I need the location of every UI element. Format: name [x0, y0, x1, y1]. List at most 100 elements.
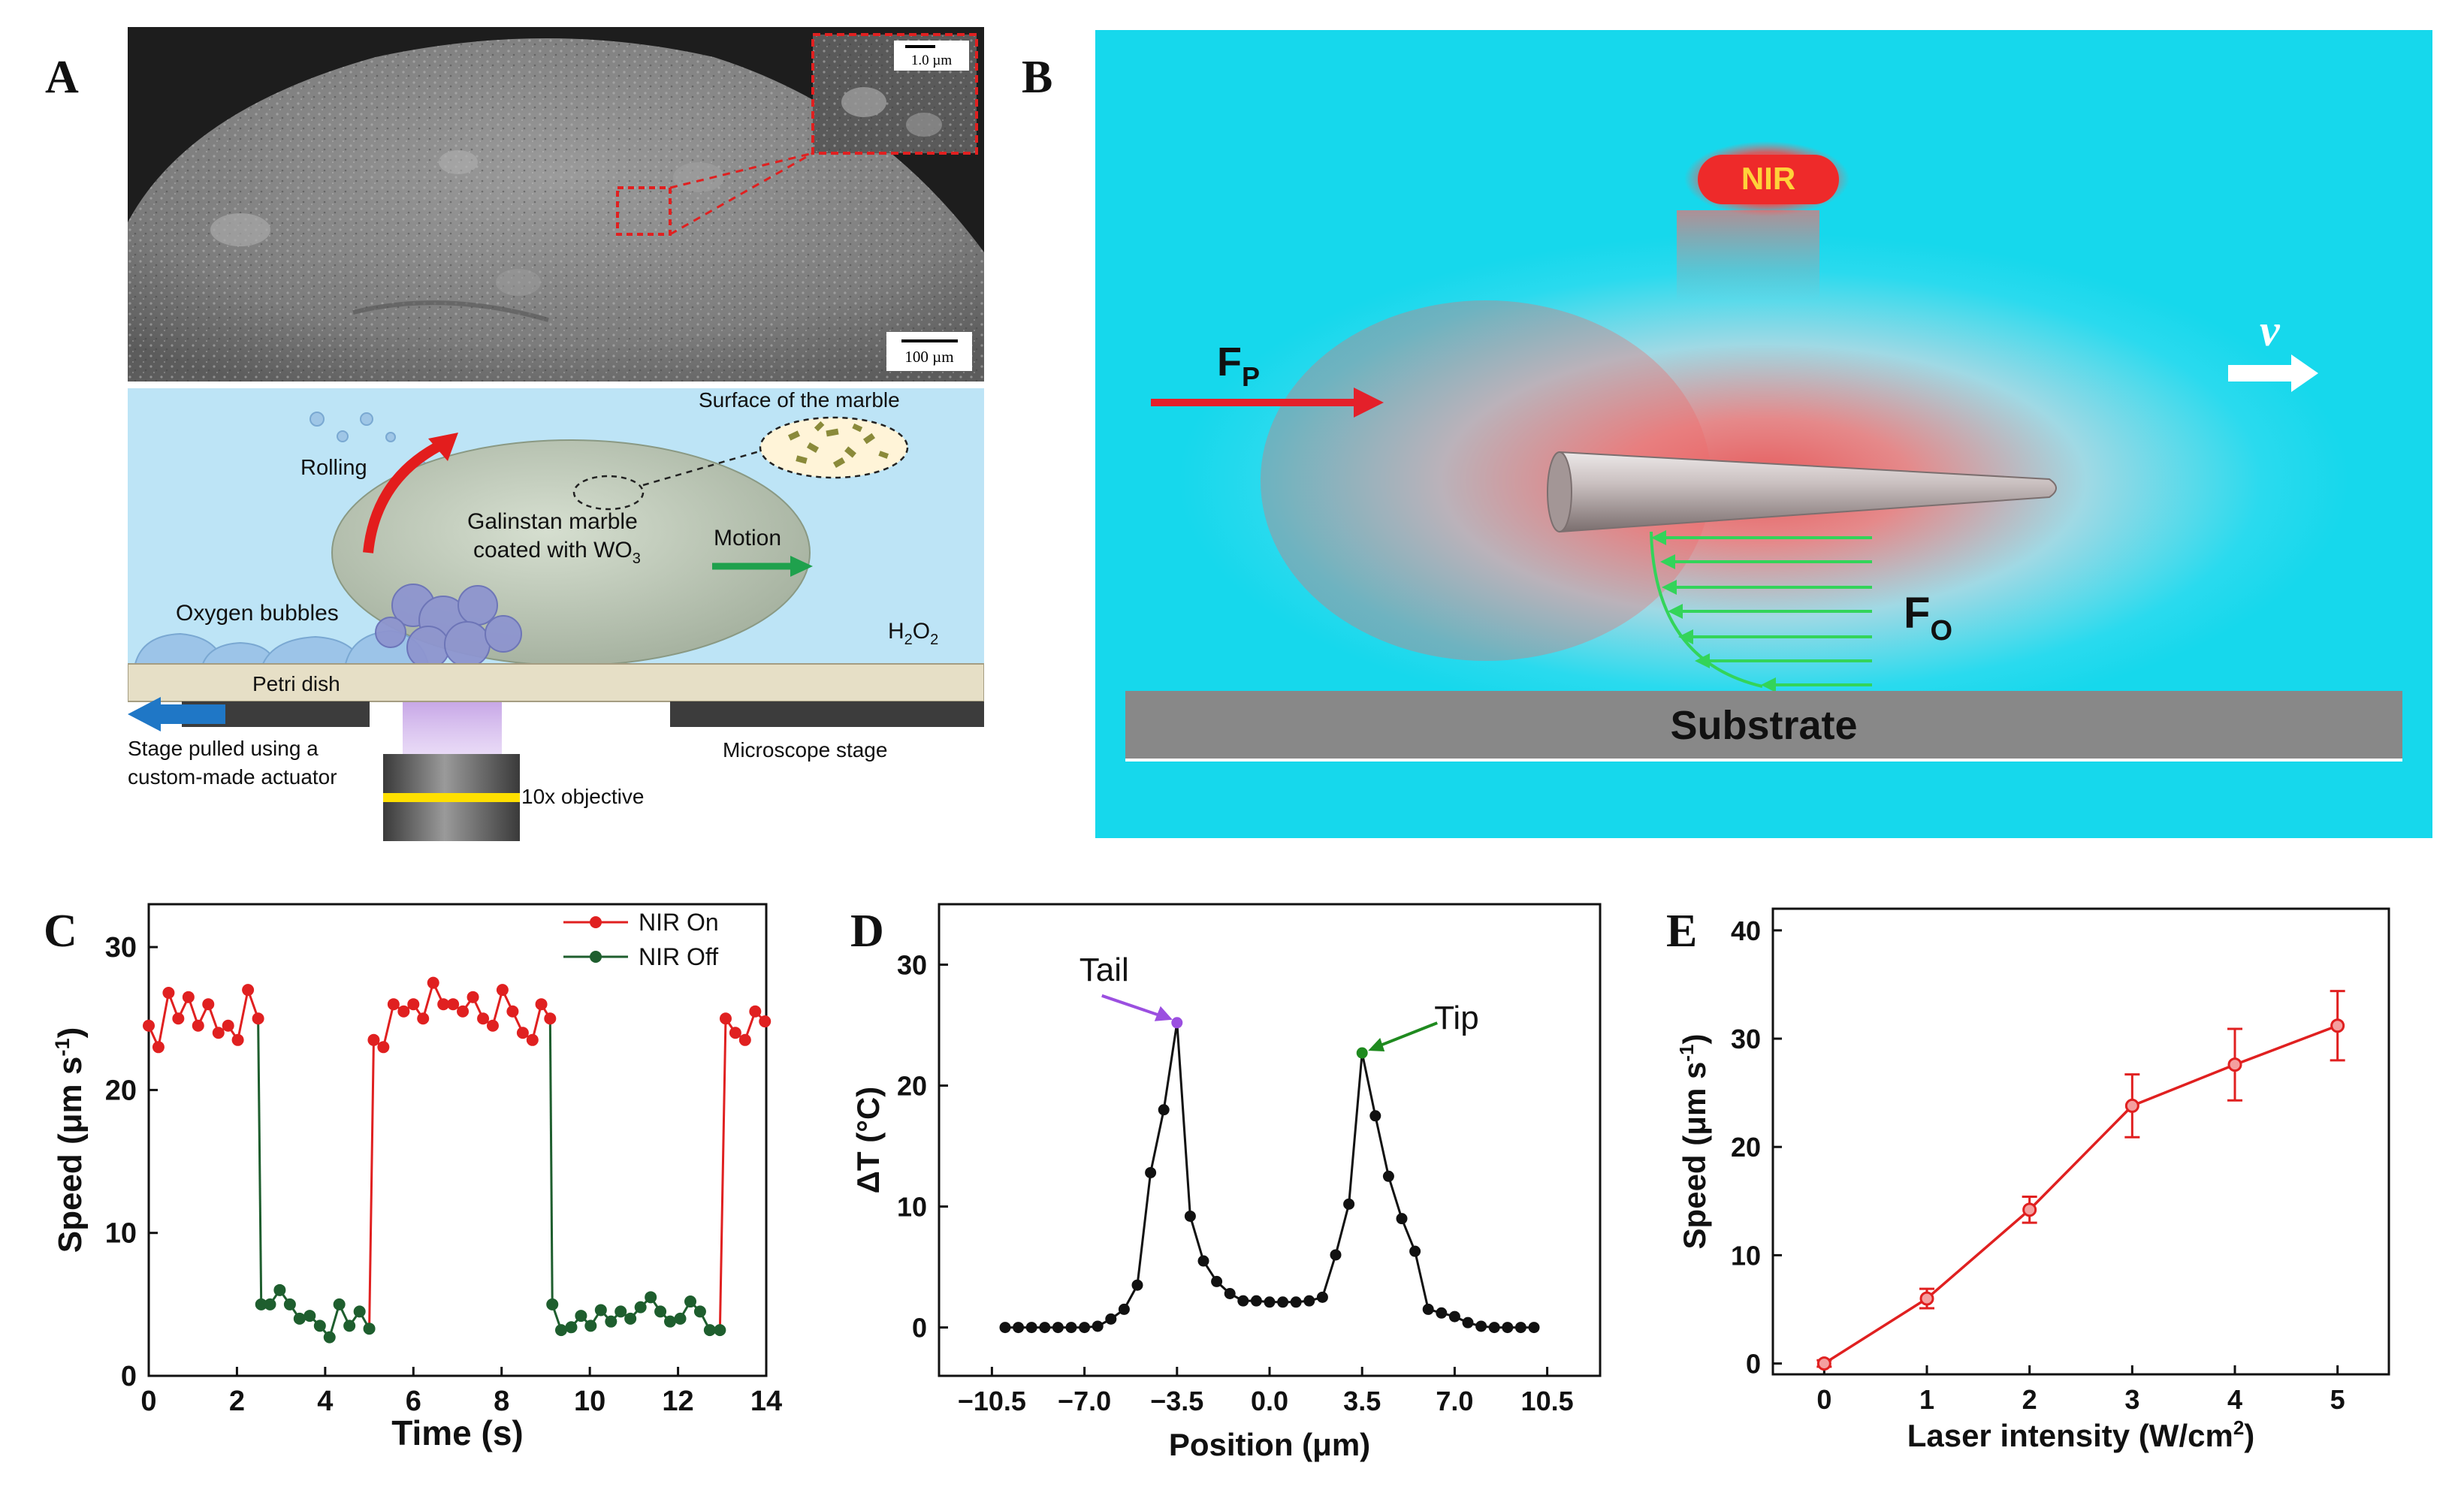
chart-c-point-nir-on: [172, 1012, 185, 1025]
chart-d-point: [1052, 1322, 1064, 1334]
chart-e-point: [2022, 1202, 2037, 1217]
chart-c-point-nir-on: [222, 1019, 234, 1032]
chart-c-point-nir-off: [264, 1298, 276, 1310]
chart-d-tip-arrow: [1372, 1021, 1438, 1050]
marble-schematic: Rolling Surface of the marble Galinstan …: [128, 388, 984, 841]
chart-e-y-label: Speed (μm s-1): [1675, 1034, 1712, 1250]
chart-d-point: [1382, 1170, 1394, 1182]
chart-c-point-nir-off: [575, 1310, 587, 1323]
chart-d-point: [1514, 1322, 1526, 1334]
chart-e-series-line: [1823, 1024, 2339, 1365]
chart-c-point-nir-off: [353, 1305, 366, 1318]
chart-c-point-nir-off: [584, 1320, 597, 1332]
chart-d-series-line: [1005, 1022, 1534, 1329]
chart-c-point-nir-on: [486, 1019, 499, 1032]
chart-c-point-nir-off: [255, 1298, 267, 1310]
chart-c-point-nir-on: [457, 1005, 470, 1018]
chart-c-point-nir-off: [303, 1310, 316, 1323]
chart-c-point-nir-on: [387, 998, 400, 1011]
chart-d-point: [1105, 1313, 1117, 1325]
panel-label-d: D: [850, 906, 884, 957]
chart-d-point: [1025, 1322, 1037, 1334]
chart-c-point-nir-on: [417, 1012, 430, 1025]
chart-d-point: [1237, 1295, 1249, 1307]
chart-c-point-nir-off: [714, 1324, 726, 1337]
chart-c-point-nir-off: [654, 1305, 667, 1318]
panel-a-figure: 1.0 µm 100 µm: [128, 27, 984, 841]
chart-c-point-nir-on: [143, 1019, 155, 1032]
chart-e-point: [1816, 1356, 1831, 1371]
chart-d-x-tick-label: −3.5: [1150, 1386, 1203, 1416]
chart-c-point-nir-on: [182, 991, 195, 1003]
nir-source: [1698, 155, 1839, 204]
chart-c-series-line-nir-on: [147, 985, 260, 1051]
chart-d-x-tick-label: 7.0: [1436, 1386, 1473, 1416]
chart-e-point: [2227, 1057, 2242, 1072]
petri-dish: [128, 663, 984, 702]
marble-label-line2: coated with WO3: [473, 538, 641, 567]
chart-e-x-tick-label: 0: [1816, 1384, 1831, 1415]
chart-c-point-nir-on: [516, 1027, 529, 1039]
chart-c-point-nir-off: [273, 1283, 286, 1296]
chart-c-point-nir-off: [594, 1304, 607, 1317]
chart-c-point-nir-on: [407, 998, 420, 1011]
chart-c-point-nir-on: [377, 1041, 390, 1054]
chart-c-point-nir-off: [634, 1301, 647, 1314]
chart-c-point-nir-off: [333, 1298, 346, 1310]
plot-frame: [147, 903, 768, 1377]
chart-c-point-nir-off: [313, 1320, 326, 1332]
chart-c-point-nir-on: [212, 1027, 225, 1039]
force-propulsion-arrow: [1354, 388, 1384, 418]
chart-c-x-tick-label: 2: [229, 1386, 245, 1417]
chart-c-x-tick-label: 8: [494, 1386, 509, 1417]
marble-label-line1: Galinstan marble: [467, 509, 638, 534]
chart-d-point: [1436, 1307, 1448, 1319]
chart-c-point-nir-off: [565, 1321, 578, 1334]
chart-c-point-nir-on: [535, 998, 548, 1011]
chart-d-point: [1250, 1295, 1262, 1307]
chart-d-point: [1462, 1317, 1474, 1329]
chart-c-legend-label: NIR Off: [639, 943, 718, 970]
chart-d-y-tick-label: 20: [897, 1071, 927, 1102]
chart-e-x-tick-label: 3: [2124, 1384, 2139, 1415]
chart-c-point-nir-on: [437, 998, 450, 1011]
chart-c-transition-line: [257, 1018, 263, 1304]
chart-c-x-tick-label: 10: [574, 1386, 605, 1417]
chart-c-point-nir-on: [749, 1005, 762, 1018]
chart-d-point: [1448, 1310, 1460, 1323]
h2o2-label: H2O2: [888, 619, 938, 648]
chart-c-point-nir-on: [162, 986, 175, 999]
chart-c-point-nir-on: [202, 998, 215, 1011]
chart-d-point: [1065, 1322, 1077, 1334]
chart-d-point: [1422, 1303, 1434, 1315]
chart-c-point-nir-on: [427, 976, 439, 989]
chart-c-point-nir-on: [506, 1005, 519, 1018]
chart-d-tip-arrowhead: [1368, 1038, 1385, 1052]
chart-e-x-tick-label: 2: [2022, 1384, 2037, 1415]
chart-c-transition-line: [548, 1018, 554, 1304]
chart-c-point-nir-off: [546, 1298, 559, 1310]
scale-label-inset: 1.0 µm: [911, 53, 952, 68]
chart-c-point-nir-on: [192, 1019, 204, 1032]
chart-c-point-nir-on: [719, 1012, 732, 1025]
chart-d-point: [1118, 1303, 1130, 1315]
chart-e-speed-vs-intensity: 0 1 2 3 4 5 0 10 20 30 40 Laser intensity (W/cm2) Sp…: [1675, 907, 2390, 1453]
chart-c-point-nir-off: [645, 1291, 657, 1304]
chart-c-point-nir-off: [674, 1312, 687, 1325]
chart-c-point-nir-off: [283, 1298, 296, 1310]
chart-d-point: [1277, 1296, 1289, 1308]
chart-c-point-nir-off: [323, 1331, 336, 1344]
chart-d-x-tick-label: 10.5: [1521, 1386, 1574, 1416]
chart-d-temperature-profile: −10.5 −7.0 −3.5 0.0 3.5 7.0 10.5 0 10 20 30 Positio…: [850, 903, 1602, 1462]
chart-d-point: [1303, 1295, 1315, 1307]
chart-c-point-nir-off: [293, 1312, 306, 1325]
chart-d-point: [1502, 1322, 1514, 1334]
chart-c-x-tick-label: 0: [140, 1386, 156, 1417]
substrate: [1125, 691, 2402, 760]
chart-c-point-nir-off: [703, 1324, 716, 1337]
surface-label: Surface of the marble: [699, 388, 900, 412]
chart-c-point-nir-off: [605, 1315, 618, 1328]
chart-c-speed-vs-time: 0 2 4 6 8 10 12 14 0 10 20 30 Time (s) Speed (μm s-1)…: [50, 903, 782, 1452]
chart-c-point-nir-off: [624, 1312, 637, 1325]
chart-d-y-tick-label: 0: [912, 1313, 927, 1344]
